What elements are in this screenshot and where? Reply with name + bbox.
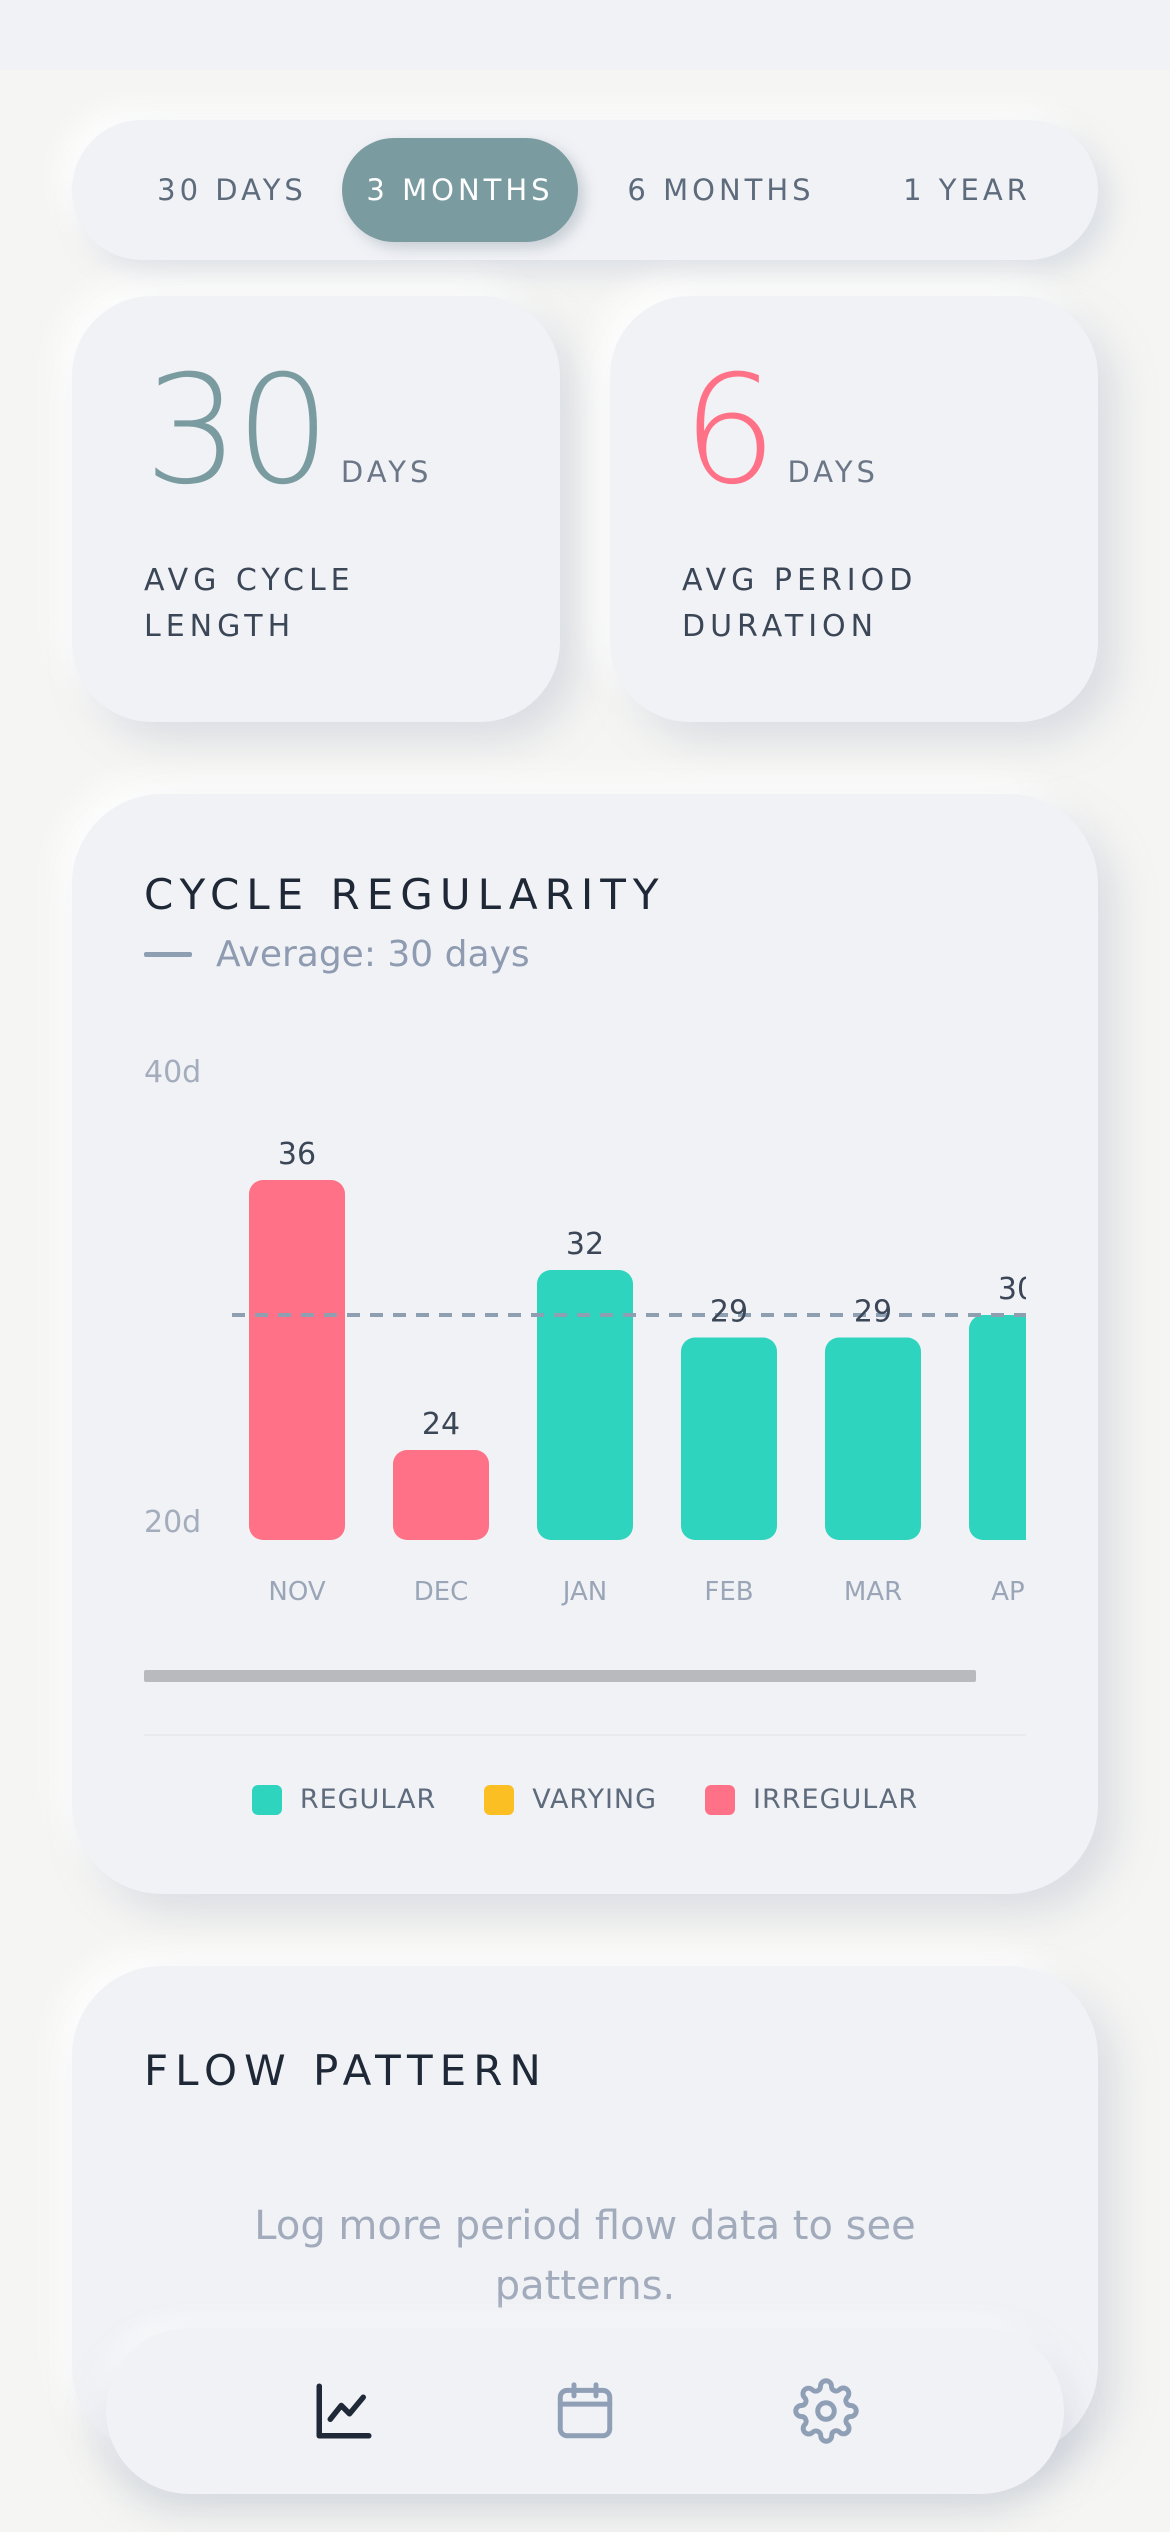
avg-cycle-card: 30 DAYS AVG CYCLE LENGTH [72, 296, 560, 722]
range-option-3-months[interactable]: 3 MONTHS [342, 138, 578, 242]
range-selector: 30 DAYS 3 MONTHS 6 MONTHS 1 YEAR [72, 120, 1098, 260]
bar-value-label: 32 [566, 1227, 604, 1262]
avg-period-label: AVG PERIOD DURATION [682, 563, 918, 644]
legend-swatch-irregular [705, 1784, 736, 1815]
x-tick-label: NOV [268, 1577, 325, 1607]
nav-settings-button[interactable] [776, 2361, 876, 2461]
range-option-6-months[interactable]: 6 MONTHS [627, 173, 815, 207]
y-tick-label-bottom: 20d [144, 1505, 201, 1540]
legend-label-regular: REGULAR [299, 1784, 437, 1815]
avg-cycle-value: 30 DAYS [144, 356, 432, 506]
avg-period-card: 6 DAYS AVG PERIOD DURATION [610, 296, 1098, 722]
bar-value-label: 24 [422, 1407, 460, 1442]
bar-value-label: 36 [278, 1137, 316, 1172]
avg-period-unit: DAYS [787, 455, 879, 489]
legend-item-varying: VARYING [484, 1784, 657, 1815]
legend-swatch-regular [251, 1784, 282, 1815]
average-line-swatch [144, 952, 192, 957]
bar-feb[interactable] [681, 1337, 777, 1541]
y-tick-label-top: 40d [144, 1055, 201, 1090]
bar-jan[interactable] [537, 1270, 633, 1540]
bar-value-label: 30 [998, 1272, 1036, 1307]
legend-swatch-varying [484, 1784, 515, 1815]
range-option-30-days[interactable]: 30 DAYS [157, 173, 307, 207]
cycle-regularity-card: CYCLE REGULARITY Average: 30 days 40d 20… [72, 794, 1098, 1894]
avg-cycle-unit: DAYS [340, 455, 433, 489]
flow-pattern-title: FLOW PATTERN [144, 2046, 548, 2095]
avg-cycle-number: 30 [144, 344, 331, 518]
avg-cycle-label: AVG CYCLE LENGTH [144, 563, 355, 644]
legend-item-regular: REGULAR [251, 1784, 437, 1815]
gear-icon [793, 2378, 859, 2444]
x-tick-label: FEB [704, 1577, 753, 1607]
bar-nov[interactable] [249, 1180, 345, 1540]
x-tick-label: APR [991, 1577, 1043, 1607]
chart-scrollbar[interactable] [144, 1670, 976, 1682]
avg-period-value: 6 DAYS [682, 356, 879, 506]
legend-label-varying: VARYING [532, 1784, 658, 1815]
regularity-legend: REGULAR VARYING IRREGULAR [72, 1784, 1098, 1815]
bar-mar[interactable] [825, 1337, 921, 1541]
nav-insights-button[interactable] [294, 2361, 394, 2461]
x-tick-label: JAN [561, 1577, 607, 1607]
flow-pattern-message: Log more period flow data to see pattern… [254, 2203, 916, 2309]
x-tick-label: MAR [844, 1577, 902, 1607]
chart-plot-area: NOV DEC JAN FEB MAR APR 36 24 32 29 29 30 [232, 1137, 1065, 1607]
bar-apr[interactable] [969, 1315, 1065, 1540]
bar-dec[interactable] [393, 1450, 489, 1540]
bottom-nav [106, 2328, 1064, 2494]
chart-line-icon [316, 2383, 372, 2439]
nav-calendar-button[interactable] [535, 2361, 635, 2461]
legend-item-irregular: IRREGULAR [705, 1784, 918, 1815]
average-label: Average: 30 days [216, 934, 530, 975]
range-option-1-year[interactable]: 1 YEAR [903, 173, 1031, 207]
average-legend: Average: 30 days [144, 934, 530, 975]
bar-value-label: 29 [854, 1295, 892, 1330]
status-bar-area [0, 0, 1170, 70]
legend-label-irregular: IRREGULAR [753, 1784, 919, 1815]
avg-period-number: 6 [682, 344, 777, 518]
legend-divider [144, 1734, 1026, 1736]
x-tick-label: DEC [414, 1577, 469, 1607]
cycle-regularity-title: CYCLE REGULARITY [144, 870, 666, 919]
calendar-icon [557, 2382, 613, 2439]
cycle-regularity-chart[interactable]: 40d 20d NOV DEC JAN FEB MAR APR 36 24 32 29 29 30 [72, 1024, 1098, 1644]
bar-value-label: 29 [710, 1295, 748, 1330]
